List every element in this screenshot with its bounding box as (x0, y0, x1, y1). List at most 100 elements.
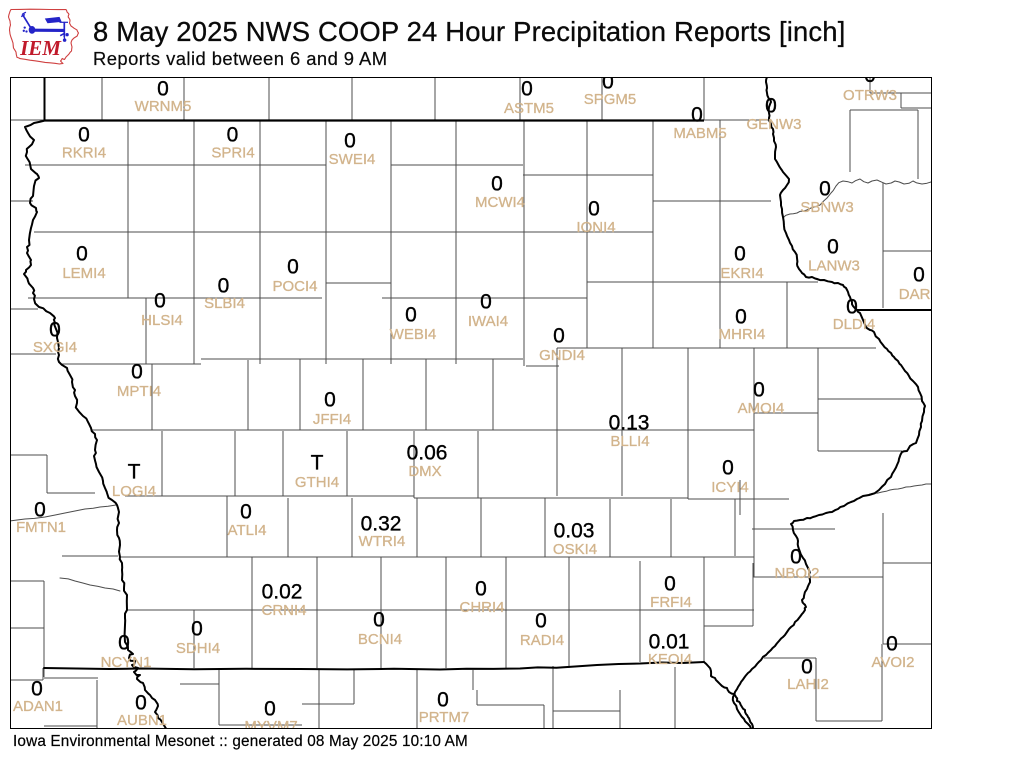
svg-text:LEMI4: LEMI4 (62, 265, 105, 282)
svg-text:0: 0 (588, 198, 600, 221)
svg-text:0: 0 (475, 578, 487, 601)
svg-text:SPRI4: SPRI4 (211, 145, 254, 162)
svg-text:WEBI4: WEBI4 (390, 326, 437, 343)
svg-text:0: 0 (734, 243, 746, 266)
svg-text:0: 0 (31, 678, 43, 701)
svg-text:IEM: IEM (19, 36, 62, 60)
svg-text:0: 0 (801, 656, 813, 679)
svg-text:0: 0 (118, 632, 130, 655)
svg-text:FRFI4: FRFI4 (650, 594, 692, 611)
svg-text:JFFI4: JFFI4 (313, 411, 351, 428)
svg-text:ICYI4: ICYI4 (711, 479, 749, 496)
svg-text:0.02: 0.02 (262, 581, 303, 604)
svg-text:GNDI4: GNDI4 (539, 347, 585, 364)
svg-text:T: T (311, 452, 324, 475)
svg-text:0: 0 (240, 501, 252, 524)
svg-text:MABM5: MABM5 (673, 125, 726, 142)
svg-text:0: 0 (913, 264, 925, 287)
svg-text:OTRW3: OTRW3 (843, 87, 897, 104)
svg-text:GENW3: GENW3 (746, 116, 801, 133)
svg-text:ADAN1: ADAN1 (13, 698, 63, 715)
svg-text:CHRI4: CHRI4 (459, 599, 504, 616)
svg-text:0: 0 (135, 692, 147, 715)
svg-text:0: 0 (34, 499, 46, 522)
svg-text:0: 0 (827, 236, 839, 259)
svg-text:0: 0 (765, 95, 777, 118)
svg-text:ASTM5: ASTM5 (504, 100, 554, 117)
svg-text:0: 0 (324, 389, 336, 412)
svg-text:DARLI2: DARLI2 (899, 286, 952, 303)
svg-text:Iowa Environmental Mesonet ::: Iowa Environmental Mesonet :: generated … (13, 733, 468, 750)
svg-text:0: 0 (76, 243, 88, 266)
svg-text:T: T (128, 461, 141, 484)
svg-text:0: 0 (287, 256, 299, 279)
svg-text:0: 0 (437, 689, 449, 712)
svg-text:MHRI4: MHRI4 (719, 326, 766, 343)
svg-text:0: 0 (790, 546, 802, 569)
svg-text:LANW3: LANW3 (808, 258, 860, 275)
svg-text:0.06: 0.06 (407, 442, 448, 465)
svg-text:IONI4: IONI4 (576, 219, 615, 236)
svg-text:AVOI2: AVOI2 (871, 654, 914, 671)
svg-text:0.13: 0.13 (609, 412, 650, 435)
svg-text:0.01: 0.01 (649, 631, 690, 654)
svg-text:0: 0 (344, 130, 356, 153)
svg-text:IWAI4: IWAI4 (468, 313, 508, 330)
svg-text:0: 0 (49, 319, 61, 342)
svg-text:CRNI4: CRNI4 (261, 602, 306, 619)
svg-text:SPGM5: SPGM5 (584, 91, 637, 108)
svg-text:GTHI4: GTHI4 (295, 474, 339, 491)
svg-text:0: 0 (131, 361, 143, 384)
svg-text:0: 0 (480, 291, 492, 314)
svg-text:0: 0 (78, 124, 90, 147)
svg-text:WRNM5: WRNM5 (135, 98, 192, 115)
svg-text:0: 0 (227, 124, 239, 147)
svg-text:AUBN1: AUBN1 (117, 712, 167, 729)
svg-text:EKRI4: EKRI4 (720, 265, 763, 282)
svg-text:0: 0 (491, 173, 503, 196)
svg-text:LAHI2: LAHI2 (787, 676, 829, 693)
svg-text:0: 0 (846, 296, 858, 319)
svg-text:0: 0 (664, 573, 676, 596)
svg-text:DLDI4: DLDI4 (833, 316, 876, 333)
svg-text:0: 0 (819, 178, 831, 201)
svg-text:SXGI4: SXGI4 (33, 339, 77, 356)
svg-text:ATLI4: ATLI4 (228, 522, 267, 539)
svg-text:MCWI4: MCWI4 (475, 194, 525, 211)
svg-text:SBNW3: SBNW3 (800, 199, 853, 216)
svg-text:0: 0 (405, 304, 417, 327)
svg-text:NBOI2: NBOI2 (774, 565, 819, 582)
svg-text:BCNI4: BCNI4 (358, 631, 402, 648)
svg-text:BLLI4: BLLI4 (610, 433, 649, 450)
svg-text:WTRI4: WTRI4 (359, 533, 406, 550)
svg-text:0: 0 (373, 609, 385, 632)
svg-text:0: 0 (521, 78, 533, 101)
svg-text:0: 0 (735, 306, 747, 329)
svg-text:0: 0 (886, 633, 898, 656)
svg-text:RKRI4: RKRI4 (62, 145, 106, 162)
svg-text:OSKI4: OSKI4 (553, 541, 597, 558)
svg-text:PRTM7: PRTM7 (419, 709, 470, 726)
svg-text:0: 0 (553, 325, 565, 348)
svg-text:LOGI4: LOGI4 (112, 483, 156, 500)
svg-text:0: 0 (602, 71, 614, 94)
svg-text:0: 0 (722, 457, 734, 480)
svg-text:MPTI4: MPTI4 (117, 383, 161, 400)
svg-text:Reports valid between 6 and 9: Reports valid between 6 and 9 AM (93, 48, 388, 69)
svg-text:HLSI4: HLSI4 (141, 312, 183, 329)
svg-text:0.32: 0.32 (361, 513, 402, 536)
svg-text:0: 0 (191, 618, 203, 641)
svg-text:NCYN1: NCYN1 (101, 654, 152, 671)
svg-text:SWEI4: SWEI4 (329, 151, 376, 168)
svg-text:KEOI4: KEOI4 (648, 651, 692, 668)
svg-text:POCI4: POCI4 (272, 278, 317, 295)
svg-text:0: 0 (753, 379, 765, 402)
svg-text:0: 0 (864, 64, 876, 87)
svg-text:0: 0 (157, 78, 169, 101)
svg-text:FMTN1: FMTN1 (16, 519, 66, 536)
svg-text:0: 0 (264, 698, 276, 721)
svg-text:SLBI4: SLBI4 (204, 295, 245, 312)
svg-text:0: 0 (535, 610, 547, 633)
svg-text:RADI4: RADI4 (520, 632, 564, 649)
svg-text:0: 0 (218, 275, 230, 298)
